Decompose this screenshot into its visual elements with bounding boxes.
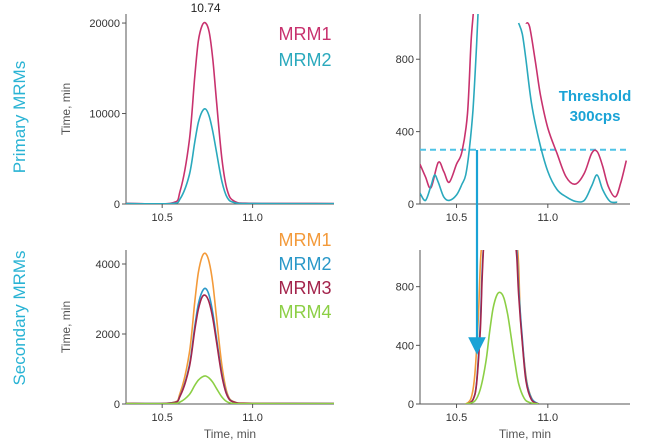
x-axis-title: Time, min bbox=[204, 427, 256, 441]
peak-retention-label: 10.74 bbox=[191, 1, 221, 15]
y-tick-label: 400 bbox=[396, 127, 414, 139]
y-tick-label: 20000 bbox=[89, 18, 120, 30]
y-axis-title: Time, min bbox=[59, 83, 73, 135]
y-axis-title: Time, min bbox=[59, 301, 73, 353]
y-tick-label: 0 bbox=[408, 399, 414, 411]
x-tick-label: 10.5 bbox=[151, 212, 172, 224]
series-line-mrm1 bbox=[126, 21, 334, 204]
y-tick-label: 4000 bbox=[96, 259, 120, 271]
x-tick-label: 10.5 bbox=[446, 412, 467, 424]
threshold-label: Threshold bbox=[559, 88, 632, 105]
series-line-mrm1 bbox=[465, 250, 483, 404]
y-tick-label: 0 bbox=[114, 199, 120, 211]
y-tick-label: 10000 bbox=[89, 109, 120, 121]
series-line-mrm1 bbox=[420, 14, 475, 189]
legend-entry-mrm4: MRM4 bbox=[279, 302, 332, 322]
legend-entry-mrm3: MRM3 bbox=[279, 278, 332, 298]
y-tick-label: 400 bbox=[396, 340, 414, 352]
y-tick-label: 0 bbox=[114, 399, 120, 411]
x-tick-label: 11.0 bbox=[242, 212, 263, 224]
x-tick-label: 11.0 bbox=[538, 212, 559, 224]
x-tick-label: 11.0 bbox=[538, 412, 559, 424]
series-line-mrm4 bbox=[126, 375, 334, 404]
x-tick-label: 10.5 bbox=[151, 412, 172, 424]
x-tick-label: 11.0 bbox=[242, 412, 263, 424]
y-tick-label: 0 bbox=[408, 199, 414, 211]
series-line-mrm3 bbox=[467, 250, 485, 404]
series-line-mrm3 bbox=[126, 294, 334, 404]
secondary-chromatogram-chart: 10.5 11.0 0 2000 4000 Time, min Time, min MRM1 M… bbox=[59, 230, 334, 441]
series-line-mrm1 bbox=[126, 252, 334, 404]
series-line-mrm4 bbox=[465, 291, 539, 404]
primary-chromatogram-chart: 10.5 11.0 0 10000 20000 Time, min 10.74 MRM1 MRM… bbox=[59, 1, 334, 224]
y-tick-label: 800 bbox=[396, 282, 414, 294]
primary-mrms-row-label: Primary MRMs bbox=[10, 61, 29, 173]
threshold-value-label: 300cps bbox=[570, 108, 621, 125]
primary-zoomed-chromatogram-chart: 10.5 11.0 0 400 800 Threshold 300cps bbox=[396, 14, 632, 224]
legend-entry-mrm2: MRM2 bbox=[279, 50, 332, 70]
series-line-mrm3 bbox=[515, 250, 540, 404]
series-line-mrm2 bbox=[420, 14, 479, 202]
secondary-mrms-row-label: Secondary MRMs bbox=[10, 250, 29, 385]
x-tick-label: 10.5 bbox=[446, 212, 467, 224]
legend-entry-mrm1: MRM1 bbox=[279, 230, 332, 250]
series-line-mrm2 bbox=[126, 107, 334, 204]
x-axis-title: Time, min bbox=[499, 427, 551, 441]
legend-entry-mrm1: MRM1 bbox=[279, 24, 332, 44]
y-tick-label: 2000 bbox=[96, 329, 120, 341]
y-tick-label: 800 bbox=[396, 54, 414, 66]
series-line-mrm1 bbox=[525, 22, 628, 198]
secondary-zoomed-chromatogram-chart: 10.5 11.0 0 400 800 Time, min bbox=[396, 250, 630, 441]
legend-entry-mrm2: MRM2 bbox=[279, 254, 332, 274]
series-line-mrm2 bbox=[517, 22, 618, 204]
